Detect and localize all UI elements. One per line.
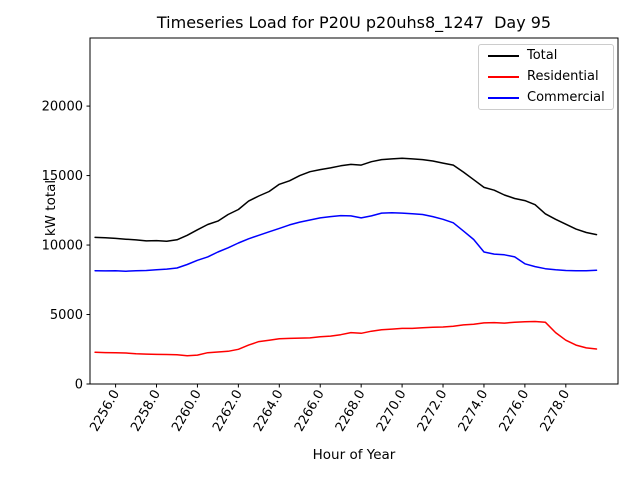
y-tick-label: 5000 [50, 308, 83, 323]
x-tick-label-group: 2260.0 [169, 388, 205, 435]
chart-title: Timeseries Load for P20U p20uhs8_1247 Da… [156, 13, 552, 32]
legend-label-residential: Residential [527, 69, 599, 84]
x-axis-label: Hour of Year [312, 447, 396, 463]
x-tick-label-group: 2258.0 [128, 388, 164, 435]
x-tick-label: 2264.0 [251, 388, 287, 435]
x-tick-label-group: 2268.0 [333, 388, 369, 435]
x-tick-label-group: 2262.0 [210, 388, 246, 435]
x-tick-label: 2274.0 [456, 388, 492, 435]
x-tick-label: 2278.0 [538, 388, 574, 435]
legend-entry-commercial: Commercial [488, 89, 607, 107]
legend: Total Residential Commercial [478, 44, 614, 110]
legend-label-commercial: Commercial [527, 90, 605, 105]
x-tick-label: 2276.0 [497, 388, 533, 435]
y-tick-label: 15000 [42, 169, 83, 184]
x-tick-label-group: 2272.0 [415, 388, 451, 435]
legend-label-total: Total [527, 48, 558, 63]
x-tick-label: 2262.0 [210, 388, 246, 435]
axes-frame [89, 37, 619, 385]
x-tick-label-group: 2256.0 [87, 388, 123, 435]
x-tick-label: 2256.0 [87, 388, 123, 435]
x-tick-label-group: 2264.0 [251, 388, 287, 435]
x-tick-label: 2268.0 [333, 388, 369, 435]
x-tick-label-group: 2270.0 [374, 388, 410, 435]
x-tick-label: 2258.0 [128, 388, 164, 435]
series-line-commercial [94, 212, 598, 272]
series-line-total [94, 157, 598, 242]
x-tick-label: 2270.0 [374, 388, 410, 435]
commercial-line-swatch [488, 97, 519, 99]
x-tick-label-group: 2266.0 [292, 388, 328, 435]
residential-line-swatch [488, 76, 519, 78]
legend-entry-residential: Residential [488, 68, 607, 86]
x-tick-label-group: 2276.0 [497, 388, 533, 435]
x-tick-label: 2272.0 [415, 388, 451, 435]
x-tick-label: 2266.0 [292, 388, 328, 435]
total-line-swatch [488, 55, 519, 57]
y-tick-label: 0 [75, 378, 83, 393]
y-tick-label: 10000 [42, 239, 83, 254]
x-tick-label-group: 2278.0 [538, 388, 574, 435]
x-tick-label-group: 2274.0 [456, 388, 492, 435]
legend-entry-total: Total [488, 47, 607, 65]
series-line-residential [94, 320, 598, 357]
y-tick-label: 20000 [42, 100, 83, 115]
x-tick-label: 2260.0 [169, 388, 205, 435]
